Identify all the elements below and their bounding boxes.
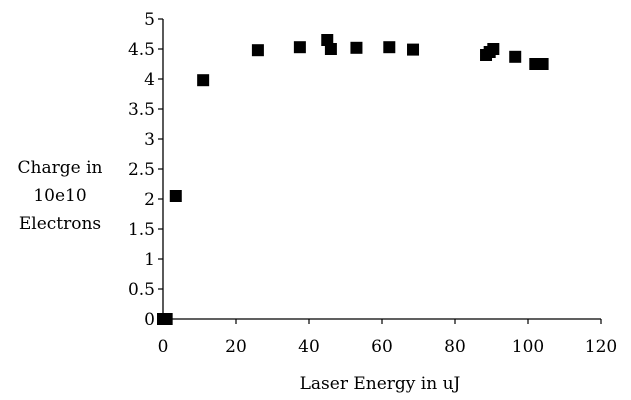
- y-tick-label: 3.5: [128, 100, 155, 120]
- x-tick-label: 100: [512, 337, 544, 357]
- y-tick-label: 2.5: [128, 160, 155, 180]
- data-points-layer: [157, 34, 549, 325]
- y-tick-label: 2: [144, 190, 155, 210]
- data-point: [350, 41, 363, 54]
- data-point: [293, 41, 306, 54]
- x-tick-label: 20: [225, 337, 247, 357]
- x-tick-label: 60: [371, 337, 393, 357]
- data-point: [324, 43, 337, 55]
- y-axis-label-line-2: 10e10: [33, 186, 87, 206]
- y-tick-label: 0.5: [128, 280, 155, 300]
- y-tick-label: 4.5: [128, 40, 155, 60]
- data-point: [160, 313, 173, 325]
- y-tick-label: 0: [144, 310, 155, 330]
- x-tick-label: 80: [444, 337, 466, 357]
- y-axis-label-line-1: Charge in: [17, 158, 103, 178]
- x-tick-label: 120: [585, 337, 617, 357]
- x-tick-label: 0: [158, 337, 169, 357]
- data-point: [536, 58, 549, 70]
- y-tick-label: 3: [144, 130, 155, 150]
- y-tick-label: 5: [144, 10, 155, 30]
- x-axis-label: Laser Energy in uJ: [299, 374, 461, 394]
- y-tick-label: 4: [144, 70, 155, 90]
- data-point: [251, 44, 264, 57]
- ticks-layer: 0 0.5 1 1.5 2 2.5 3 3.5 4 4.5 5 0 20 40 60 80 100 120: [128, 10, 617, 357]
- data-point: [407, 43, 420, 56]
- data-point: [169, 190, 182, 202]
- y-tick-label: 1.5: [128, 220, 155, 240]
- x-tick-label: 40: [298, 337, 320, 357]
- y-axis-label-line-3: Electrons: [18, 214, 102, 234]
- data-point: [383, 41, 396, 54]
- data-point: [487, 43, 500, 55]
- data-point: [509, 50, 522, 63]
- data-point: [197, 74, 210, 87]
- y-tick-label: 1: [144, 250, 155, 270]
